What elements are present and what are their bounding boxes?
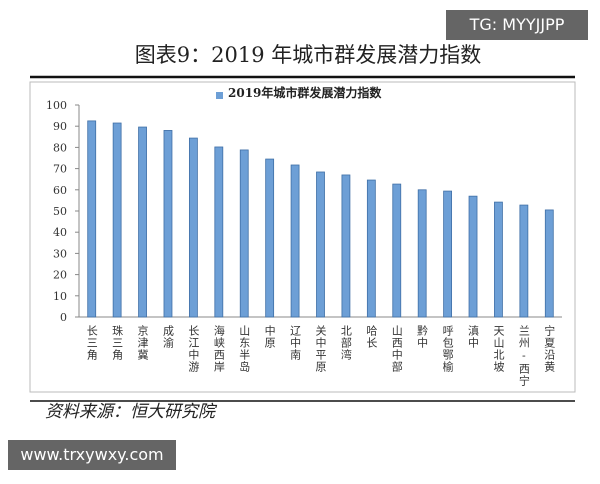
watermark: www.trxywxy.com <box>20 445 163 464</box>
y-tick-label: 30 <box>53 247 67 260</box>
bar <box>316 171 325 318</box>
x-tick-label: 兰州-西宁 <box>517 325 530 387</box>
bar <box>214 146 224 318</box>
y-tick-label: 10 <box>53 290 67 303</box>
watermark-box <box>8 440 176 470</box>
x-tick-label: 中原 <box>263 325 276 349</box>
bar <box>519 204 529 318</box>
x-tick-label: 山东半岛 <box>238 325 251 373</box>
bar <box>544 209 554 318</box>
x-tick-label: 长三角 <box>85 325 98 361</box>
bar <box>112 122 122 318</box>
x-tick-label: 京津冀 <box>136 324 149 361</box>
watermark: TG: MYYJJPP <box>469 15 565 34</box>
y-tick-label: 40 <box>53 226 67 239</box>
y-tick-label: 60 <box>53 184 67 197</box>
bar <box>443 190 453 318</box>
watermark-box <box>446 10 588 40</box>
bar <box>87 120 97 318</box>
y-tick-label: 70 <box>53 163 67 176</box>
y-tick-label: 90 <box>53 120 67 133</box>
x-tick-label: 海峡西岸 <box>212 324 225 373</box>
x-tick-label: 呼包鄂榆 <box>441 325 454 373</box>
bar <box>366 179 376 318</box>
bar <box>188 137 198 318</box>
y-tick-label: 80 <box>53 141 67 154</box>
x-tick-label: 关中平原 <box>314 324 327 373</box>
x-tick-label: 珠三角 <box>111 324 124 361</box>
bar <box>163 130 173 318</box>
x-tick-label: 宁夏沿黄 <box>543 324 556 373</box>
bar <box>239 149 249 318</box>
bar <box>341 174 351 318</box>
x-tick-label: 山西中部 <box>390 325 403 373</box>
y-tick-label: 20 <box>53 269 67 282</box>
y-tick-label: 50 <box>53 205 67 218</box>
bar <box>290 164 300 318</box>
bar <box>468 195 478 318</box>
bar <box>265 158 275 318</box>
x-tick-label: 北部湾 <box>339 325 352 361</box>
x-tick-label: 辽中南 <box>289 325 302 361</box>
bar <box>494 201 503 318</box>
bar <box>392 183 402 318</box>
legend-swatch <box>216 92 223 99</box>
x-tick-label: 长江中游 <box>187 325 200 373</box>
chart-title: 图表9：2019 年城市群发展潜力指数 <box>135 43 481 67</box>
x-tick-label: 天山北坡 <box>492 325 505 373</box>
y-tick-label: 0 <box>60 311 67 324</box>
bar <box>417 189 427 318</box>
chart-frame <box>29 81 576 393</box>
bar <box>138 126 147 318</box>
x-tick-label: 黔中 <box>416 324 429 349</box>
legend-label: 2019年城市群发展潜力指数 <box>228 85 382 100</box>
source: 资料来源：恒大研究院 <box>45 402 218 422</box>
x-tick-label: 哈长 <box>365 325 378 349</box>
x-tick-label: 成渝 <box>161 325 174 349</box>
y-tick-label: 100 <box>46 99 67 112</box>
x-tick-label: 滇中 <box>467 324 480 349</box>
